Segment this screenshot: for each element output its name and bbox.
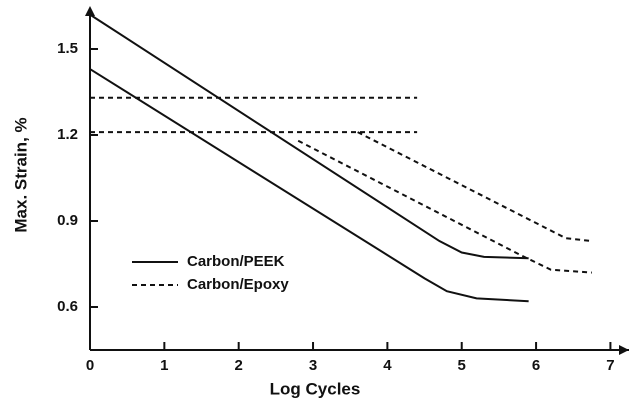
y-tick-label: 1.2 xyxy=(57,126,78,143)
x-tick-label: 2 xyxy=(235,357,243,374)
series-line xyxy=(89,13,529,260)
x-tick-label: 1 xyxy=(160,357,168,374)
y-tick-label: 0.9 xyxy=(57,212,78,229)
x-tick-label: 6 xyxy=(532,357,540,374)
x-tick-label: 0 xyxy=(86,357,94,374)
series-line xyxy=(297,139,592,274)
series-line xyxy=(89,68,529,303)
x-tick-label: 3 xyxy=(309,357,317,374)
y-axis-arrow xyxy=(85,6,95,16)
x-tick-label: 7 xyxy=(606,357,614,374)
x-axis-arrow xyxy=(619,345,629,355)
series-line xyxy=(357,131,592,243)
legend-label: Carbon/PEEK xyxy=(187,253,285,270)
y-tick-label: 0.6 xyxy=(57,298,78,315)
x-axis-label: Log Cycles xyxy=(270,379,361,398)
y-tick-label: 1.5 xyxy=(57,40,78,57)
y-axis-label: Max. Strain, % xyxy=(11,117,30,232)
x-tick-label: 4 xyxy=(383,357,392,374)
x-tick-label: 5 xyxy=(458,357,466,374)
legend-label: Carbon/Epoxy xyxy=(187,276,289,293)
